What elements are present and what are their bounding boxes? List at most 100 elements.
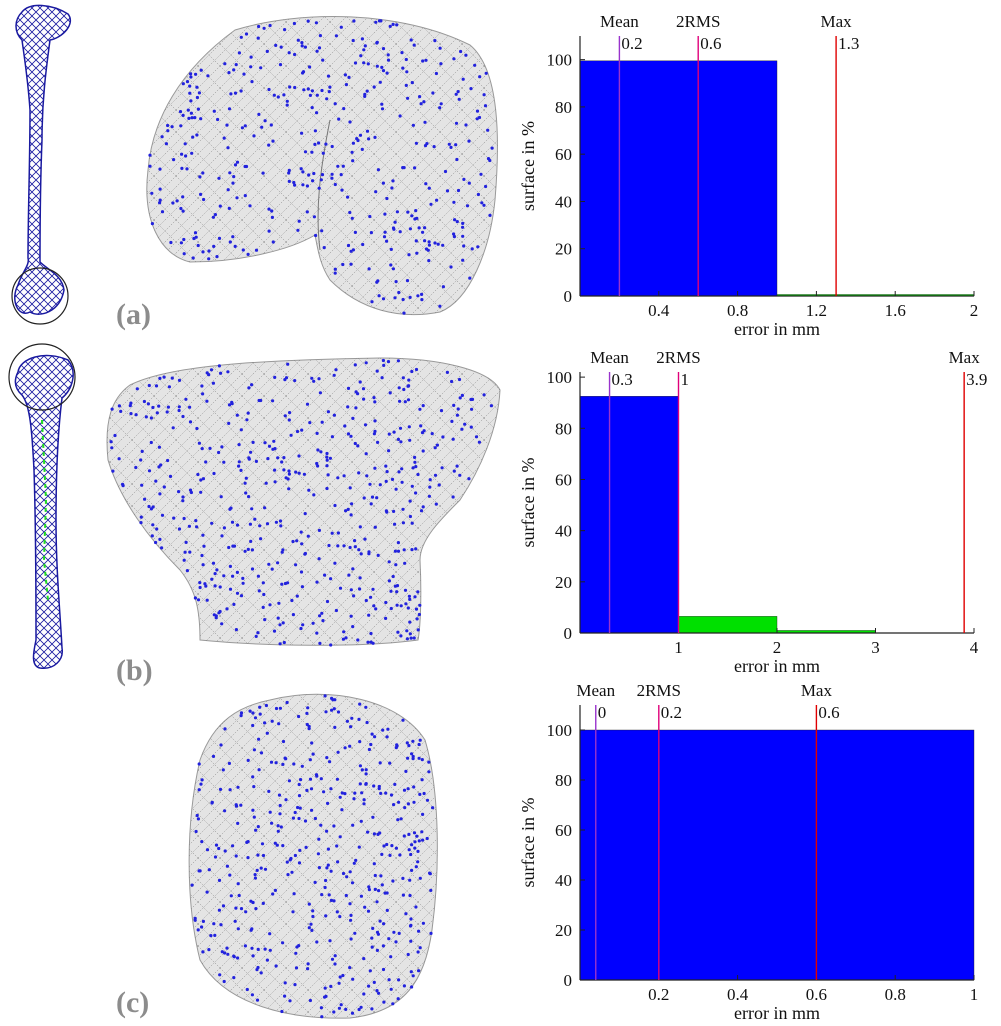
mesh-vertex [427,243,431,247]
mesh-vertex [336,531,340,535]
mesh-vertex [198,175,202,179]
mesh-vertex [406,96,410,100]
mesh-vertex [256,965,260,970]
mesh-vertex [366,830,370,834]
mesh-vertex [424,58,428,62]
mesh-vertex [184,154,188,158]
mesh-vertex [330,176,334,180]
mesh-vertex [298,806,302,810]
mesh-vertex [265,731,269,735]
mesh-vertex [378,483,382,487]
mesh-vertex [412,800,416,804]
mesh-vertex [197,91,201,95]
mesh-vertex [317,557,321,561]
mesh-vertex [306,967,310,971]
mesh-vertex [257,768,261,772]
x-tick-label: 4 [970,638,979,657]
mesh-vertex [328,760,332,764]
mesh-vertex [170,376,174,380]
mesh-vertex [270,821,274,825]
mesh-vertex [218,585,222,589]
mesh-vertex [200,778,204,782]
mesh-vertex [376,440,380,444]
mesh-vertex [322,790,326,794]
mesh-vertex [380,376,384,380]
mesh-vertex [361,242,365,247]
mesh-vertex [385,891,389,895]
mesh-vertex [380,65,384,69]
mesh-vertex [257,112,261,116]
mesh-vertex [294,470,298,474]
mesh-vertex [326,847,330,851]
mesh-vertex [240,126,244,130]
mesh-vertex [239,803,243,807]
mesh-vertex [414,141,418,145]
mesh-vertex [348,486,352,490]
mesh-vertex [319,450,323,454]
mesh-vertex [363,905,367,909]
mesh-vertex [299,570,304,574]
mesh-vertex [259,971,263,975]
mesh-vertex [395,603,399,607]
mesh-vertex [379,874,383,878]
mesh-vertex [398,853,402,857]
mesh-vertex [273,375,277,379]
mesh-vertex [411,754,415,759]
x-tick-label: 0.4 [648,301,670,320]
mesh-vertex [336,860,340,864]
mesh-vertex [348,120,352,124]
mesh-vertex [314,21,318,25]
mesh-vertex [359,1005,363,1009]
mesh-vertex [325,829,329,833]
mesh-vertex [407,425,411,429]
mesh-vertex [183,550,187,554]
mesh-vertex [286,873,290,877]
mesh-vertex [272,93,276,97]
mesh-vertex [344,636,348,640]
mesh-vertex [324,914,328,918]
mesh-vertex [139,515,143,519]
mesh-vertex [318,641,322,646]
mesh-vertex [179,124,183,128]
mesh-vertex [228,788,232,792]
mesh-vertex [427,240,431,244]
mesh-vertex [467,477,471,481]
mesh-vertex [402,788,407,792]
mesh-vertex [314,233,318,238]
mesh-vertex [200,840,204,844]
mesh-vertex [200,384,204,388]
mesh-vertex [350,150,354,154]
mesh-vertex [367,747,371,752]
mesh-vertex [354,406,358,410]
mesh-vertex [414,607,419,611]
mesh-vertex [319,823,323,827]
mesh-vertex [261,171,265,175]
mesh-vertex [305,402,310,406]
mesh-vertex [177,408,181,413]
mesh-vertex [201,171,205,175]
mesh-vertex [306,706,310,710]
mesh-vertex [313,129,317,133]
x-tick-label: 0.2 [648,985,669,1004]
mesh-vertex [475,109,480,113]
mesh-vertex [308,421,312,425]
mesh-vertex [236,882,240,886]
mesh-vertex [330,957,335,961]
mesh-vertex [427,770,431,774]
mesh-vertex [441,243,445,247]
mesh-vertex [218,973,222,977]
mesh-vertex [273,888,277,893]
mesh-vertex [456,407,460,411]
mesh-vertex [476,192,480,197]
mesh-vertex [263,618,267,622]
mesh-vertex [227,421,231,425]
mesh-vertex [244,491,248,495]
mesh-vertex [463,422,467,426]
mesh-vertex [385,470,389,474]
mesh-vertex [402,834,406,838]
mesh-vertex [408,632,412,636]
mesh-vertex [371,587,375,591]
mesh-vertex [236,821,240,826]
mesh-vertex [263,721,267,725]
mesh-vertex [295,429,300,434]
